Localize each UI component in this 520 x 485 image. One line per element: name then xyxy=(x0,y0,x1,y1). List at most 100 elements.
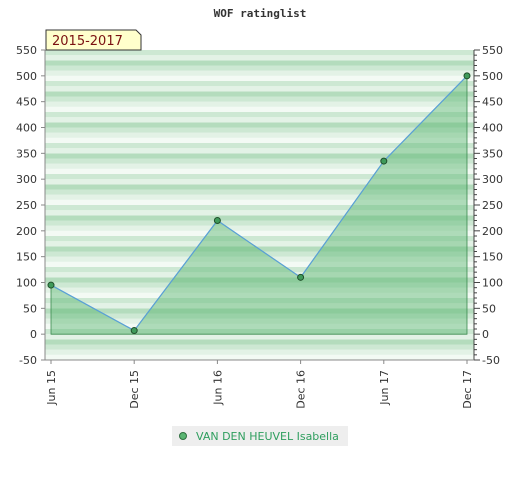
background-band xyxy=(45,158,474,164)
background-band xyxy=(45,179,474,185)
points-layer xyxy=(47,72,471,335)
y-tick-label-right: 550 xyxy=(482,44,503,57)
background-band xyxy=(45,132,474,138)
background-band xyxy=(45,86,474,92)
x-tick-label: Jun 17 xyxy=(378,370,391,406)
background-band xyxy=(45,117,474,123)
background-band xyxy=(45,323,474,329)
background-band xyxy=(45,60,474,66)
background-band xyxy=(45,241,474,247)
y-tick-label-right: 100 xyxy=(482,277,503,290)
background-band xyxy=(45,174,474,180)
y-tick-label-right: 400 xyxy=(482,122,503,135)
y-tick-label-left: 50 xyxy=(23,302,37,315)
background-band xyxy=(45,318,474,324)
y-tick-label-left: 350 xyxy=(16,147,37,160)
data-point xyxy=(380,157,388,165)
background-band xyxy=(45,251,474,257)
background-band xyxy=(45,220,474,226)
background-band xyxy=(45,75,474,81)
x-tick-label: Dec 16 xyxy=(295,370,308,409)
y-tick-label-left: 100 xyxy=(16,277,37,290)
background-band xyxy=(45,267,474,273)
y-tick-label-right: 450 xyxy=(482,96,503,109)
y-tick-label-right: 250 xyxy=(482,199,503,212)
chart-title: WOF ratinglist xyxy=(214,7,307,20)
background-band xyxy=(45,256,474,262)
data-point xyxy=(297,273,305,281)
y-tick-label-right: 150 xyxy=(482,251,503,264)
y-tick-label-right: 500 xyxy=(482,70,503,83)
background-band xyxy=(45,339,474,345)
data-point xyxy=(130,327,138,335)
series-line xyxy=(50,75,468,332)
y-tick-label-left: 200 xyxy=(16,225,37,238)
y-tick-label-right: 350 xyxy=(482,147,503,160)
background-band xyxy=(45,194,474,200)
data-point xyxy=(213,217,221,224)
background-band xyxy=(45,70,474,76)
x-tick-label: Dec 17 xyxy=(461,370,474,409)
background-band xyxy=(45,96,474,102)
legend-label: VAN DEN HEUVEL Isabella xyxy=(196,430,339,443)
background-band xyxy=(45,101,474,107)
background-band xyxy=(45,112,474,118)
data-point xyxy=(463,72,471,80)
data-point xyxy=(47,281,55,289)
background-band xyxy=(45,282,474,288)
background-band xyxy=(45,344,474,350)
y-tick-label-left: -50 xyxy=(19,354,37,367)
background-band xyxy=(45,189,474,195)
background-band xyxy=(45,272,474,278)
background-band xyxy=(45,308,474,314)
background-band xyxy=(45,143,474,149)
x-tick-label: Jun 15 xyxy=(45,370,58,406)
y-tick-label-right: 300 xyxy=(482,173,503,186)
background-band xyxy=(45,65,474,71)
y-tick-label-right: -50 xyxy=(482,354,500,367)
background-band xyxy=(45,106,474,112)
background-band xyxy=(45,313,474,319)
y-tick-label-left: 150 xyxy=(16,251,37,264)
background-band xyxy=(45,127,474,133)
background-band xyxy=(45,137,474,143)
y-tick-label-right: 50 xyxy=(482,302,496,315)
y-tick-label-left: 450 xyxy=(16,96,37,109)
background-band xyxy=(45,334,474,340)
background-band xyxy=(45,55,474,61)
background-band xyxy=(45,168,474,174)
background-band xyxy=(45,122,474,128)
y-tick-label-left: 400 xyxy=(16,122,37,135)
legend-box xyxy=(172,426,348,446)
background-band xyxy=(45,261,474,267)
background-band xyxy=(45,303,474,309)
y-tick-label-left: 300 xyxy=(16,173,37,186)
background-band xyxy=(45,298,474,304)
background-band xyxy=(45,210,474,216)
legend-marker xyxy=(179,432,187,440)
background-band xyxy=(45,329,474,335)
y-tick-label-right: 0 xyxy=(482,328,489,341)
background-band xyxy=(45,215,474,221)
y-tick-label-left: 550 xyxy=(16,44,37,57)
x-tick-label: Jun 16 xyxy=(211,370,224,406)
background-band xyxy=(45,230,474,236)
background-band xyxy=(45,153,474,159)
y-tick-label-left: 250 xyxy=(16,199,37,212)
y-tick-label-right: 200 xyxy=(482,225,503,238)
legend: VAN DEN HEUVEL Isabella xyxy=(172,426,348,446)
background-band xyxy=(45,163,474,169)
background-band xyxy=(45,184,474,190)
background-band xyxy=(45,199,474,205)
badge-label: 2015-2017 xyxy=(52,34,123,49)
background-band xyxy=(45,292,474,298)
background-bands xyxy=(45,50,474,360)
background-band xyxy=(45,354,474,360)
background-band xyxy=(45,236,474,242)
background-band xyxy=(45,205,474,211)
background-band xyxy=(45,277,474,283)
background-band xyxy=(45,148,474,154)
background-band xyxy=(45,81,474,87)
badge-box xyxy=(45,29,142,51)
